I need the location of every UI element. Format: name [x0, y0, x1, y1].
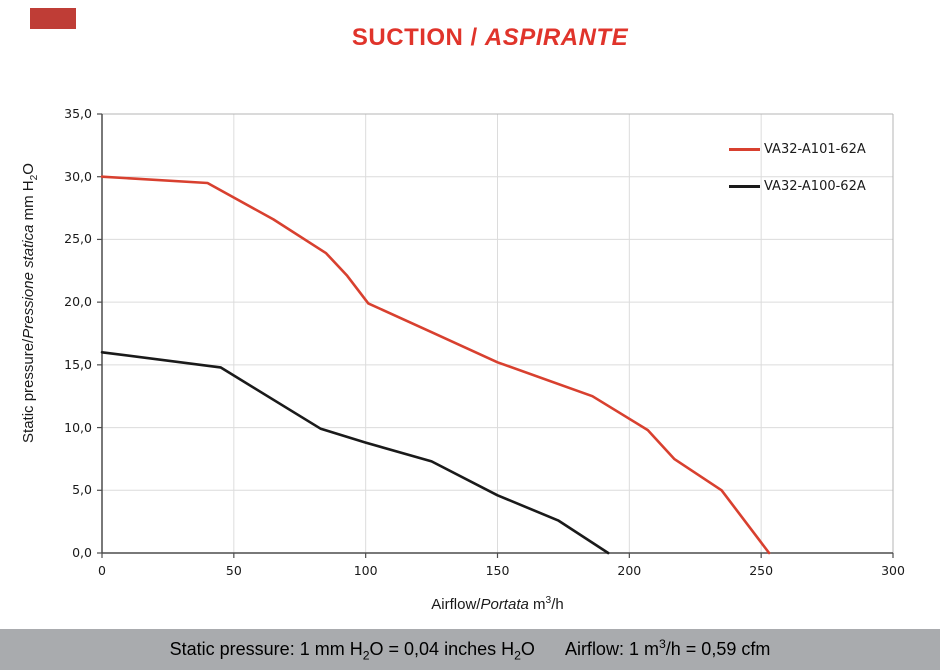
corner-page-marker: [30, 8, 76, 29]
legend-line-swatch-black: [729, 184, 760, 188]
x-tick-label: 200: [617, 563, 642, 578]
legend-line-swatch-red: [729, 147, 760, 151]
footer-sub1: 2: [362, 648, 370, 663]
chart-plot-area: [97, 113, 894, 558]
footer-seg1a: Static pressure: 1 mm H: [169, 638, 363, 659]
chart-legend: VA32-A101-62A VA32-A100-62A: [729, 140, 866, 214]
y-axis-title-normal1: Static pressure/: [20, 338, 37, 443]
y-tick-label: 20,0: [64, 294, 92, 310]
x-tick-label: 250: [749, 563, 774, 578]
x-axis-title-italic: Portata: [480, 596, 529, 613]
legend-item-va32-a101-62a: VA32-A101-62A: [729, 140, 866, 158]
footer-seg1c: O: [520, 638, 535, 659]
y-tick-label: 25,0: [64, 231, 92, 247]
y-tick-label: 5,0: [72, 482, 92, 498]
x-tick-label: 50: [225, 563, 242, 578]
y-axis-title-normal3: O: [20, 163, 37, 175]
y-tick-label: 10,0: [64, 419, 92, 435]
y-tick-label: 30,0: [64, 168, 92, 184]
curve-va32-a101-62a: [100, 175, 771, 555]
footer-seg2b: /h = 0,59 cfm: [665, 638, 771, 659]
footer-conversion-bar: Static pressure: 1 mm H2O = 0,04 inches …: [0, 629, 940, 670]
x-tick-label: 0: [98, 563, 106, 578]
page-title-part2: ASPIRANTE: [484, 24, 629, 51]
x-tick-label: 150: [485, 563, 510, 578]
footer-sup1: 3: [658, 636, 666, 651]
page-title-part1: SUCTION /: [351, 24, 478, 51]
curve-va32-a100-62a: [100, 351, 610, 555]
x-tick-label: 100: [353, 563, 378, 578]
y-tick-label: 35,0: [64, 106, 92, 121]
x-axis-title: Airflow/Portata m3/h: [102, 595, 893, 613]
footer-seg2a: Airflow: 1 m: [564, 638, 659, 659]
legend-label: VA32-A100-62A: [764, 178, 866, 194]
footer-conversion-text: Static pressure: 1 mm H2O = 0,04 inches …: [170, 637, 771, 663]
y-axis-title-sub: 2: [29, 174, 40, 181]
page-title-space: [478, 24, 485, 51]
y-axis-title-italic: Pressione statica: [20, 224, 37, 339]
x-tick-label: 300: [881, 563, 905, 578]
legend-item-va32-a100-62a: VA32-A100-62A: [729, 177, 866, 195]
x-axis-title-normal1: Airflow/: [431, 596, 481, 613]
legend-label: VA32-A101-62A: [764, 141, 866, 157]
y-tick-label: 0,0: [72, 545, 92, 560]
x-axis-title-normal3: /h: [551, 596, 564, 613]
y-tick-label: 15,0: [64, 356, 92, 372]
page-title: SUCTION / ASPIRANTE: [20, 24, 940, 52]
x-axis-title-normal2: m: [528, 596, 546, 613]
footer-seg1b: O = 0,04 inches H: [369, 638, 515, 659]
y-axis-title-normal2: mm H: [20, 180, 37, 225]
footer-sub2: 2: [514, 648, 521, 663]
x-axis-title-sup: 3: [545, 595, 552, 606]
